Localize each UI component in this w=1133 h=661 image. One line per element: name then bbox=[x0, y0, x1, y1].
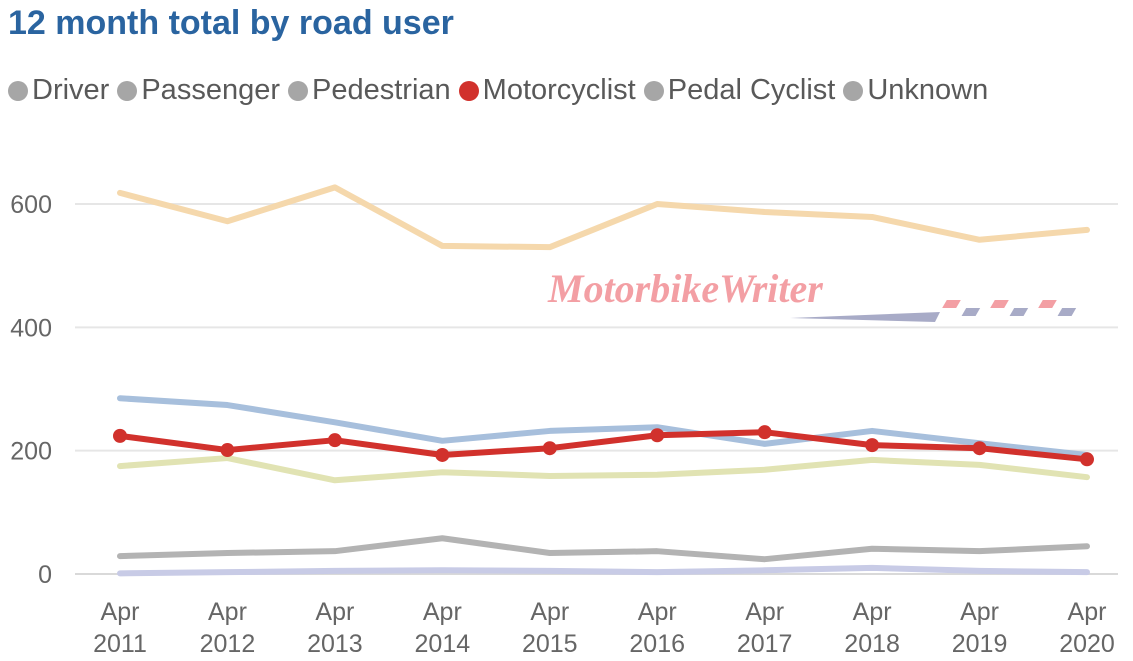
legend-item[interactable]: Unknown bbox=[843, 74, 988, 107]
data-point bbox=[113, 428, 127, 443]
x-tick-label: Apr bbox=[745, 598, 784, 626]
legend-marker bbox=[458, 80, 479, 101]
legend-label: Passenger bbox=[141, 74, 280, 106]
x-tick-label: Apr bbox=[638, 598, 677, 626]
series-line bbox=[117, 395, 1090, 458]
data-point bbox=[650, 428, 665, 443]
x-tick-label: 2011 bbox=[93, 630, 147, 658]
x-tick-label: Apr bbox=[208, 598, 247, 626]
x-tick-label: Apr bbox=[1068, 598, 1107, 626]
x-tick-label: Apr bbox=[960, 598, 999, 626]
data-point bbox=[865, 438, 880, 453]
legend-label: Pedestrian bbox=[312, 74, 451, 106]
legend-item[interactable]: Passenger bbox=[117, 74, 280, 107]
data-point bbox=[327, 433, 342, 448]
series-driver bbox=[117, 184, 1090, 251]
legend-marker bbox=[288, 80, 308, 101]
x-tick-label: 2017 bbox=[737, 630, 793, 658]
x-tick-label: 2016 bbox=[629, 630, 685, 658]
legend-label: Motorcyclist bbox=[482, 74, 636, 106]
y-tick-label: 200 bbox=[10, 438, 52, 466]
x-tick-label: 2015 bbox=[522, 630, 578, 658]
y-tick-label: 0 bbox=[38, 561, 52, 589]
chart-title: 12 month total by road user bbox=[8, 4, 454, 42]
data-point bbox=[972, 441, 987, 456]
legend-item[interactable]: Pedal Cyclist bbox=[643, 74, 836, 107]
svg-text:MotorbikeWriter: MotorbikeWriter bbox=[547, 266, 823, 311]
legend-item[interactable]: Pedestrian bbox=[288, 74, 451, 107]
y-tick-label: 600 bbox=[10, 191, 52, 219]
x-tick-label: 2012 bbox=[200, 630, 256, 658]
watermark-logo: MotorbikeWriter bbox=[547, 266, 1077, 322]
series-unknown bbox=[117, 564, 1090, 577]
legend-marker bbox=[643, 80, 664, 101]
x-tick-label: 2013 bbox=[307, 630, 363, 658]
series-line bbox=[117, 429, 1090, 463]
series-line bbox=[117, 564, 1090, 577]
x-tick-label: Apr bbox=[423, 598, 462, 626]
legend-marker bbox=[843, 80, 864, 101]
legend-marker bbox=[8, 80, 28, 101]
data-point bbox=[220, 443, 235, 458]
legend-label: Driver bbox=[32, 74, 110, 106]
x-tick-label: Apr bbox=[101, 598, 140, 626]
series-pedal-cyclist bbox=[117, 535, 1090, 563]
data-point bbox=[757, 425, 772, 440]
legend: Driver Passenger Pedestrian Motorcyclist Ped… bbox=[8, 74, 988, 107]
legend-item[interactable]: Motorcyclist bbox=[458, 74, 636, 107]
x-tick-label: 2019 bbox=[952, 630, 1008, 658]
y-tick-label: 400 bbox=[10, 314, 52, 342]
x-tick-label: Apr bbox=[530, 598, 569, 626]
legend-label: Pedal Cyclist bbox=[667, 74, 836, 106]
x-tick-label: Apr bbox=[315, 598, 354, 626]
series-passenger bbox=[117, 395, 1090, 458]
x-tick-label: 2020 bbox=[1059, 630, 1115, 658]
data-point bbox=[435, 447, 450, 462]
series-line bbox=[117, 184, 1090, 251]
series-line bbox=[117, 535, 1090, 563]
data-point bbox=[1080, 452, 1094, 467]
series-pedestrian bbox=[117, 455, 1090, 484]
x-tick-label: Apr bbox=[853, 598, 892, 626]
legend-marker bbox=[117, 80, 138, 101]
legend-label: Unknown bbox=[867, 74, 989, 106]
data-point bbox=[542, 441, 557, 456]
legend-item[interactable]: Driver bbox=[8, 74, 109, 107]
series-line bbox=[117, 455, 1090, 484]
x-tick-label: 2018 bbox=[844, 630, 900, 658]
x-tick-label: 2014 bbox=[415, 630, 471, 658]
series-motorcyclist bbox=[113, 425, 1094, 467]
